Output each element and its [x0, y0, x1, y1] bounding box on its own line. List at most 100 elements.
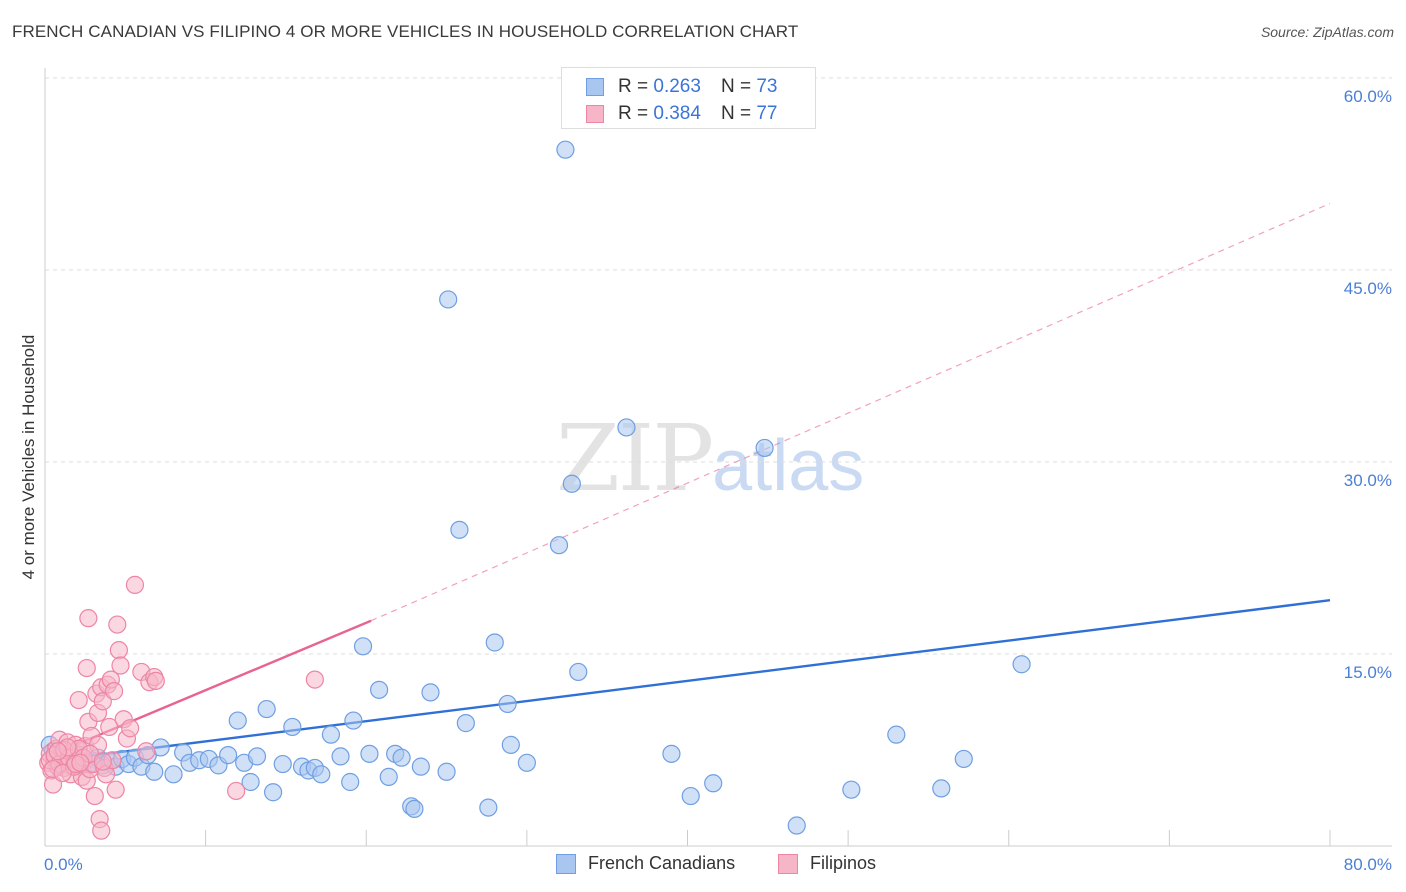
french-canadian-point — [439, 290, 458, 309]
french-canadian-point — [485, 633, 504, 652]
data-points — [39, 140, 1031, 840]
french-canadian-point — [421, 683, 440, 702]
legend-label: Filipinos — [810, 853, 877, 873]
french-canadian-point — [263, 783, 283, 802]
french-canadian-point — [569, 662, 588, 682]
legend-item-filipinos: Filipinos — [778, 853, 876, 874]
french-canadian-point — [437, 762, 456, 781]
filipino-point — [104, 682, 124, 701]
french-canadian-point — [842, 780, 861, 799]
y-tick-label: 45.0% — [1344, 279, 1392, 298]
filipino-point — [111, 656, 130, 675]
n-value: 77 — [756, 103, 778, 124]
filipino-point — [53, 763, 72, 783]
y-tick-label: 15.0% — [1344, 663, 1392, 682]
french-canadian-point — [370, 680, 389, 699]
french-canadian-point — [164, 765, 183, 784]
y-axis-label: 4 or more Vehicles in Household — [19, 335, 38, 580]
french-canadian-point — [456, 714, 475, 733]
x-tick-label: 80.0% — [1344, 855, 1392, 874]
french-canadian-point — [562, 474, 581, 493]
filipino-point — [69, 690, 88, 710]
french-canadian-point — [273, 754, 292, 774]
grid — [45, 77, 1392, 655]
french-canadian-point — [411, 757, 430, 776]
french-canadian-point — [501, 735, 520, 754]
filipino-point — [93, 752, 112, 771]
legend-row-french-canadians: R = 0.263 N = 73 — [586, 75, 777, 99]
french-canadian-point — [662, 744, 681, 763]
r-label: R = — [618, 103, 649, 124]
french-canadian-point — [681, 786, 700, 806]
blue-swatch — [556, 853, 576, 874]
filipino-point — [227, 781, 246, 801]
y-tick-labels: 15.0% 30.0% 45.0% 60.0% — [1344, 87, 1392, 682]
french-canadian-point — [392, 748, 411, 767]
french-canadian-point — [353, 637, 373, 656]
pink-swatch — [586, 105, 604, 123]
french-canadian-point — [247, 747, 267, 766]
filipino-point — [100, 717, 119, 737]
french-canadian-point — [1012, 655, 1031, 674]
french-canadian-point — [145, 762, 164, 781]
r-value: 0.263 — [653, 76, 701, 97]
filipino-point — [48, 742, 67, 761]
filipino-point — [93, 692, 112, 711]
french-canadian-point — [704, 774, 723, 793]
french-canadian-point — [498, 694, 517, 714]
filipino-point — [79, 609, 98, 628]
y-tick-label: 60.0% — [1344, 87, 1392, 106]
french-canadian-point — [344, 711, 363, 730]
french-canadian-point — [405, 799, 424, 818]
filipino-point — [121, 719, 140, 738]
french-canadian-point — [787, 816, 806, 835]
series-legend: French Canadians Filipinos — [0, 851, 1406, 877]
french-canadian-point — [755, 438, 774, 458]
filipino-point — [77, 658, 96, 678]
filipino-point — [109, 641, 128, 660]
french-canadian-point — [312, 765, 331, 784]
french-canadian-point — [954, 749, 973, 769]
french-canadian-point — [331, 747, 350, 766]
french-canadian-point — [450, 520, 469, 539]
french-canadian-point — [887, 725, 906, 744]
filipino-point — [106, 780, 125, 799]
pink-swatch — [778, 853, 798, 874]
x-tick-label: 0.0% — [44, 855, 83, 874]
filipino-point — [146, 671, 165, 690]
chart-title: FRENCH CANADIAN VS FILIPINO 4 OR MORE VE… — [12, 22, 799, 41]
french-canadian-point — [360, 744, 379, 763]
trend-lines — [44, 202, 1331, 763]
legend-item-french-canadians: French Canadians — [556, 853, 735, 874]
legend-label: French Canadians — [588, 853, 736, 873]
french-canadian-point — [556, 140, 575, 159]
filipino-point — [71, 753, 90, 772]
french-canadian-point — [549, 536, 569, 555]
filipino-point — [305, 670, 324, 689]
r-label: R = — [618, 76, 649, 97]
french-canadian-point — [219, 746, 238, 765]
n-value: 73 — [756, 76, 778, 97]
legend-row-filipinos: R = 0.384 N = 77 — [586, 102, 777, 126]
french-canadian-point — [479, 798, 498, 817]
french-canadian-point — [321, 725, 341, 744]
y-tick-label: 30.0% — [1344, 471, 1392, 490]
n-label: N = — [720, 76, 752, 97]
filipino-point — [137, 742, 156, 761]
filipino-point — [125, 575, 145, 594]
source-label: Source: ZipAtlas.com — [1260, 24, 1394, 40]
x-tick-labels: 0.0% 80.0% — [44, 855, 1392, 874]
r-value: 0.384 — [653, 103, 701, 124]
filipino-point — [108, 615, 127, 634]
correlation-legend: R = 0.263 N = 73 R = 0.384 N = 77 — [561, 67, 816, 129]
blue-swatch — [586, 78, 604, 96]
n-label: N = — [720, 103, 752, 124]
x-ticks — [44, 830, 1331, 846]
filipino-point — [92, 821, 111, 840]
axes — [44, 68, 1392, 847]
french-canadian-point — [379, 767, 398, 786]
watermark-zip: ZIP — [556, 405, 714, 512]
french-canadian-point — [241, 772, 260, 792]
filipino-point — [85, 786, 104, 806]
